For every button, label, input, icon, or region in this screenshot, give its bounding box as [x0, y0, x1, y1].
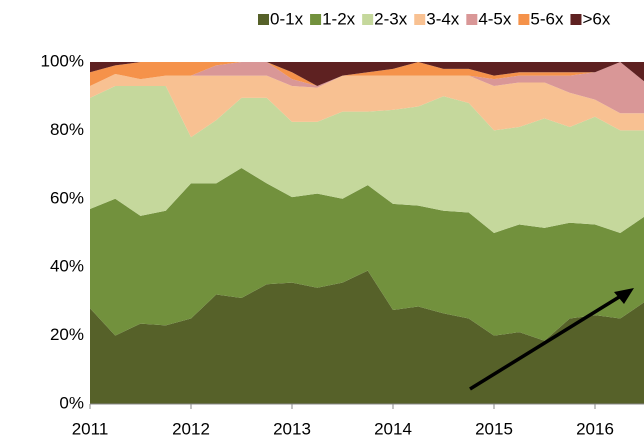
legend-label: 4-5x — [478, 9, 512, 28]
area — [90, 85, 644, 233]
area — [90, 62, 644, 86]
legend-swatch — [258, 14, 269, 25]
area — [90, 270, 644, 404]
area — [90, 73, 644, 138]
legend-label: 0-1x — [270, 9, 304, 28]
x-tick-label: 2016 — [576, 419, 614, 438]
arrow-head — [614, 288, 634, 304]
x-tick-label: 2012 — [172, 419, 210, 438]
area — [90, 168, 644, 341]
x-tick-label: 2011 — [72, 419, 109, 438]
legend-swatch — [570, 14, 582, 25]
legend-swatch — [310, 14, 322, 25]
y-tick-label: 40% — [50, 257, 84, 276]
legend-swatch — [414, 14, 426, 25]
trend-arrow — [469, 292, 625, 391]
plot — [90, 62, 644, 404]
legend-swatch — [518, 14, 530, 25]
y-tick-label: 0% — [59, 393, 84, 412]
legend-label: >6x — [582, 9, 610, 28]
x-tick-label: 2014 — [374, 419, 412, 438]
legend-swatch — [362, 14, 374, 25]
area — [90, 62, 644, 86]
x-tick-label: 2015 — [475, 419, 513, 438]
area — [90, 62, 644, 114]
y-tick-label: 60% — [50, 188, 84, 207]
y-tick-label: 80% — [50, 120, 84, 139]
x-tick-label: 2013 — [273, 419, 311, 438]
legend-label: 3-4x — [426, 9, 460, 28]
legend-label: 1-2x — [322, 9, 356, 28]
legend-label: 5-6x — [530, 9, 564, 28]
y-tick-label: 100% — [41, 51, 84, 70]
y-tick-label: 20% — [50, 325, 84, 344]
legend-label: 2-3x — [374, 9, 408, 28]
legend-swatch — [466, 14, 478, 25]
